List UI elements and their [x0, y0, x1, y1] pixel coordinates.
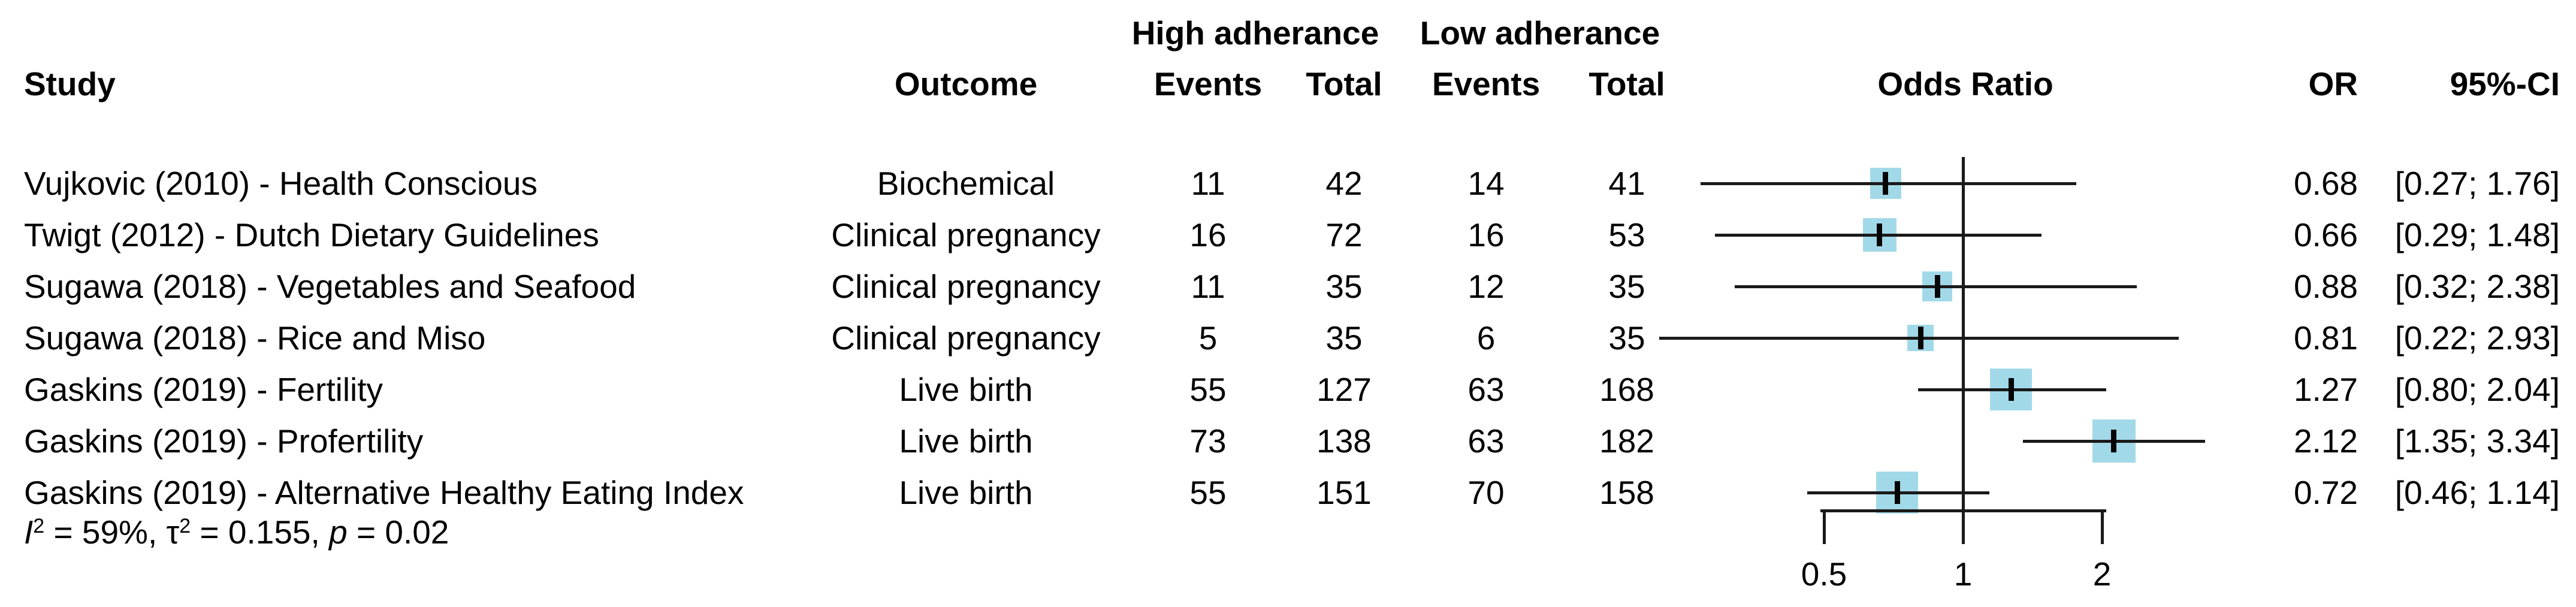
study-label: Gaskins (2019) - Profertility — [24, 422, 424, 460]
or-value: 1.27 — [2293, 371, 2358, 408]
ci-value: [0.27; 1.76] — [2394, 165, 2560, 202]
high-events-value: 55 — [1189, 474, 1227, 511]
forest-row: Twigt (2012) - Dutch Dietary Guidelines C… — [0, 209, 2576, 261]
reference-line — [1961, 157, 1965, 544]
study-label: Sugawa (2018) - Vegetables and Seafood — [24, 268, 636, 305]
heterogeneity-text-segment: = 0.02 — [347, 514, 449, 551]
outcome-column-header: Outcome — [894, 65, 1038, 102]
low-events-value: 14 — [1467, 165, 1505, 202]
point-estimate-marker — [2008, 378, 2014, 401]
forest-row: Gaskins (2019) - Fertility Live birth 55 12… — [0, 364, 2576, 415]
low-total-value: 168 — [1599, 371, 1654, 408]
high-events-value: 16 — [1189, 216, 1227, 253]
heterogeneity-text-segment: p — [329, 514, 348, 551]
high-total-value: 151 — [1316, 474, 1372, 511]
point-estimate-marker — [1917, 327, 1923, 349]
low-total-value: 182 — [1599, 422, 1654, 460]
ci-value: [0.29; 1.48] — [2394, 216, 2560, 253]
or-value: 0.66 — [2293, 216, 2358, 253]
low-total-value: 35 — [1608, 319, 1645, 357]
study-label: Sugawa (2018) - Rice and Miso — [24, 319, 486, 357]
high-events-value: 11 — [1191, 268, 1225, 305]
study-label: Twigt (2012) - Dutch Dietary Guidelines — [24, 216, 599, 253]
outcome-label: Biochemical — [877, 165, 1055, 202]
outcome-label: Clinical pregnancy — [831, 319, 1101, 357]
low-adherence-group-header: Low adherance — [1420, 14, 1660, 52]
study-label: Vujkovic (2010) - Health Conscious — [24, 165, 537, 202]
x-axis-tick — [2100, 509, 2104, 544]
outcome-label: Live birth — [899, 474, 1033, 511]
high-total-value: 72 — [1325, 216, 1363, 253]
outcome-label: Clinical pregnancy — [831, 216, 1101, 253]
high-adherence-group-header: High adherance — [1131, 14, 1379, 52]
high-events-value: 55 — [1189, 371, 1227, 408]
high-events-value: 73 — [1189, 422, 1227, 460]
high-total-value: 35 — [1325, 319, 1363, 357]
high-total-value: 127 — [1316, 371, 1372, 408]
x-axis-tick — [1822, 509, 1826, 544]
odds-ratio-column-header: Odds Ratio — [1877, 65, 2053, 102]
low-events-value: 12 — [1467, 268, 1505, 305]
high-events-value: 11 — [1191, 165, 1225, 202]
point-estimate-marker — [1883, 172, 1889, 195]
point-estimate-marker — [1877, 224, 1883, 246]
outcome-label: Clinical pregnancy — [831, 268, 1101, 305]
forest-row: Sugawa (2018) - Vegetables and Seafood Cl… — [0, 261, 2576, 312]
ci-value: [0.46; 1.14] — [2394, 474, 2560, 511]
x-axis-tick — [1961, 509, 1965, 544]
outcome-label: Live birth — [899, 422, 1033, 460]
study-column-header: Study — [24, 65, 116, 102]
heterogeneity-text-segment: = 59%, τ — [44, 514, 180, 551]
high-total-value: 138 — [1316, 422, 1372, 460]
high-events-value: 5 — [1198, 319, 1218, 357]
forest-row: Gaskins (2019) - Profertility Live birth 7… — [0, 415, 2576, 467]
point-estimate-marker — [2111, 430, 2116, 452]
low-total-value: 158 — [1599, 474, 1654, 511]
low-events-column-header: Events — [1432, 65, 1541, 102]
heterogeneity-text-segment: I — [24, 514, 34, 551]
heterogeneity-note: I2 = 59%, τ2 = 0.155, p = 0.02 — [24, 506, 449, 558]
superscript-2: 2 — [33, 515, 45, 537]
low-events-value: 63 — [1467, 371, 1505, 408]
low-events-value: 16 — [1467, 216, 1505, 253]
study-label: Gaskins (2019) - Alternative Healthy Eat… — [24, 474, 744, 511]
or-value: 0.68 — [2293, 165, 2358, 202]
confidence-interval-line — [1700, 182, 2077, 185]
low-total-column-header: Total — [1589, 65, 1665, 102]
low-events-value: 6 — [1476, 319, 1496, 357]
low-total-value: 41 — [1608, 165, 1645, 202]
ci-column-header: 95%-CI — [2450, 65, 2560, 102]
ci-value: [0.80; 2.04] — [2394, 371, 2560, 408]
low-events-value: 63 — [1467, 422, 1505, 460]
or-value: 0.81 — [2293, 319, 2358, 357]
ci-value: [0.32; 2.38] — [2394, 268, 2560, 305]
x-axis-tick-label: 1 — [1953, 555, 1973, 593]
outcome-label: Live birth — [899, 371, 1033, 408]
point-estimate-marker — [1934, 275, 1940, 298]
ci-value: [0.22; 2.93] — [2394, 319, 2560, 357]
low-events-value: 70 — [1467, 474, 1505, 511]
heterogeneity-text-segment: = 0.155, — [191, 514, 330, 551]
x-axis-tick-label: 0.5 — [1801, 555, 1847, 593]
high-total-value: 42 — [1325, 165, 1363, 202]
forest-row: Gaskins (2019) - Alternative Healthy Eat… — [0, 467, 2576, 518]
x-axis-tick-label: 2 — [2092, 555, 2112, 593]
study-label: Gaskins (2019) - Fertility — [24, 371, 383, 408]
high-total-value: 35 — [1325, 268, 1363, 305]
forest-row: Sugawa (2018) - Rice and Miso Clinical pr… — [0, 312, 2576, 364]
or-column-header: OR — [2308, 65, 2358, 102]
or-value: 2.12 — [2293, 422, 2358, 460]
superscript-2: 2 — [179, 515, 191, 537]
or-value: 0.72 — [2293, 474, 2358, 511]
point-estimate-marker — [1894, 481, 1900, 504]
ci-value: [1.35; 3.34] — [2394, 422, 2560, 460]
forest-row: Vujkovic (2010) - Health Conscious Bioche… — [0, 158, 2576, 209]
low-total-value: 35 — [1608, 268, 1645, 305]
high-total-column-header: Total — [1306, 65, 1382, 102]
high-events-column-header: Events — [1153, 65, 1263, 102]
low-total-value: 53 — [1608, 216, 1645, 253]
or-value: 0.88 — [2293, 268, 2358, 305]
